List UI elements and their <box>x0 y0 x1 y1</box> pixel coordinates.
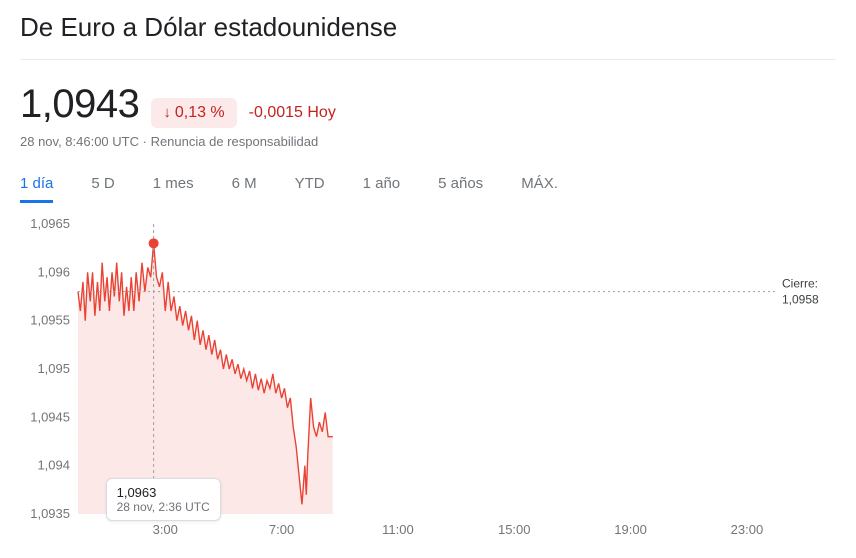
tab-1mes[interactable]: 1 mes <box>153 167 194 203</box>
tab-5d[interactable]: 5 D <box>91 167 114 203</box>
svg-text:1,094: 1,094 <box>37 457 70 472</box>
tab-mx[interactable]: MÁX. <box>521 167 558 203</box>
tab-6m[interactable]: 6 M <box>232 167 257 203</box>
svg-text:1,0958: 1,0958 <box>782 292 819 306</box>
abs-change: -0,0015 Hoy <box>249 104 336 122</box>
pct-change-badge: ↓0,13 % <box>151 98 236 128</box>
disclaimer-link[interactable]: Renuncia de responsabilidad <box>151 134 319 149</box>
svg-text:1,0935: 1,0935 <box>30 506 70 521</box>
svg-text:1,0965: 1,0965 <box>30 216 70 231</box>
svg-text:1,0945: 1,0945 <box>30 409 70 424</box>
tab-ytd[interactable]: YTD <box>295 167 325 203</box>
chart-container: 1,0935 1,094 1,0945 1,095 1,0955 1,096 1,0965 C… <box>20 216 836 546</box>
pct-change-value: 0,13 % <box>175 104 225 122</box>
svg-text:1,096: 1,096 <box>37 264 70 279</box>
rate-summary: 1,0943 ↓0,13 % -0,0015 Hoy <box>20 82 836 128</box>
range-tabs: 1 día 5 D 1 mes 6 M YTD 1 año 5 años MÁX. <box>20 167 836 204</box>
svg-text:3:00: 3:00 <box>153 522 178 537</box>
svg-text:15:00: 15:00 <box>498 522 531 537</box>
svg-text:Cierre:: Cierre: <box>782 276 818 290</box>
tab-5aos[interactable]: 5 años <box>438 167 483 203</box>
svg-text:7:00: 7:00 <box>269 522 294 537</box>
timestamp: 28 nov, 8:46:00 UTC <box>20 134 139 149</box>
svg-text:1,095: 1,095 <box>37 361 70 376</box>
svg-text:1,0955: 1,0955 <box>30 312 70 327</box>
arrow-down-icon: ↓ <box>163 104 171 121</box>
separator: · <box>139 134 151 149</box>
svg-text:11:00: 11:00 <box>382 522 414 537</box>
tab-1ao[interactable]: 1 año <box>363 167 401 203</box>
price-chart[interactable]: 1,0935 1,094 1,0945 1,095 1,0955 1,096 1,0965 C… <box>20 216 836 546</box>
svg-text:19:00: 19:00 <box>614 522 647 537</box>
timestamp-line: 28 nov, 8:46:00 UTC · Renuncia de respon… <box>20 134 836 149</box>
svg-text:23:00: 23:00 <box>731 522 764 537</box>
current-rate: 1,0943 <box>20 82 139 127</box>
tab-1da[interactable]: 1 día <box>20 167 53 203</box>
page-title: De Euro a Dólar estadounidense <box>20 12 836 60</box>
